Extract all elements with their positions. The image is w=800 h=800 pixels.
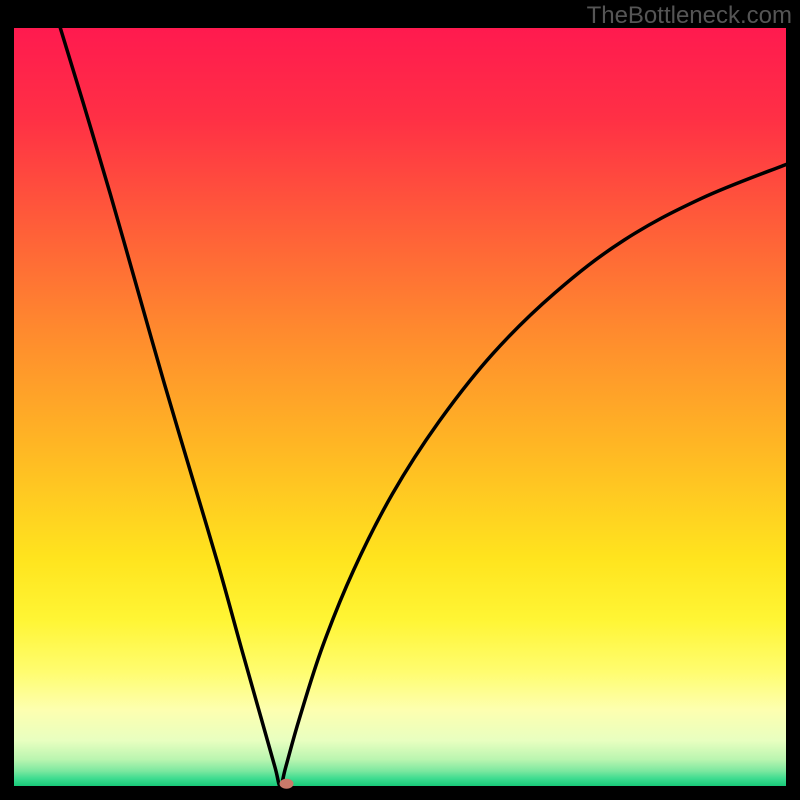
watermark-text: TheBottleneck.com — [587, 2, 792, 30]
gradient-background — [14, 28, 786, 786]
